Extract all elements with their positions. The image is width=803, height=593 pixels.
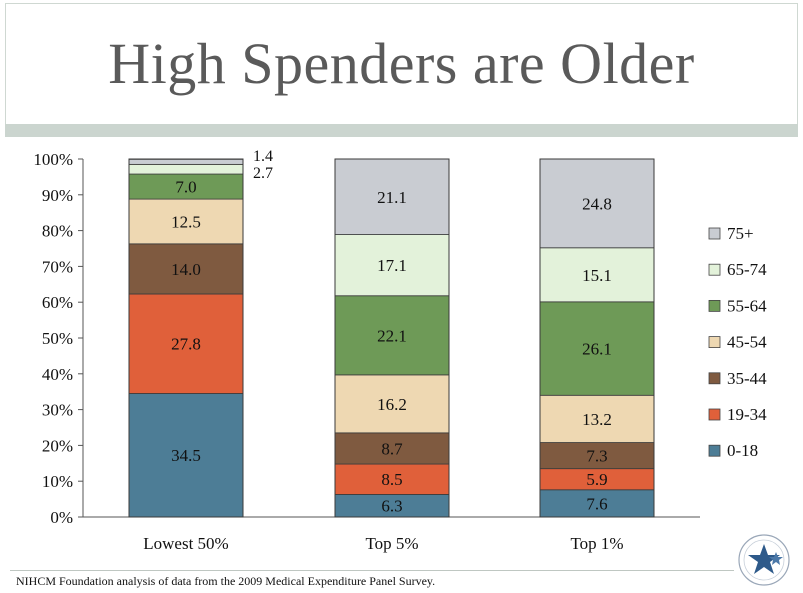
legend-swatch: [708, 444, 721, 457]
bar-segment: [539, 247, 655, 303]
data-label: 21.1: [377, 188, 407, 207]
bar-segment: [334, 374, 450, 434]
data-label: 27.8: [171, 335, 201, 354]
y-tick-label: 30%: [42, 401, 73, 420]
x-category-label: Top 5%: [365, 534, 418, 553]
legend-label: 75+: [727, 224, 754, 243]
data-label-outside: 1.4: [253, 148, 273, 165]
data-label: 34.5: [171, 446, 201, 465]
bar-segment: [128, 158, 244, 165]
data-label: 22.1: [377, 326, 407, 345]
data-label: 26.1: [582, 340, 612, 359]
y-tick-label: 50%: [42, 329, 73, 348]
legend-label: 35-44: [727, 369, 767, 388]
data-label: 16.2: [377, 395, 407, 414]
data-label: 24.8: [582, 194, 612, 213]
y-tick-label: 20%: [42, 436, 73, 455]
legend-label: 65-74: [727, 260, 767, 279]
data-label: 15.1: [582, 266, 612, 285]
bar-segment: [128, 198, 244, 245]
x-category-label: Lowest 50%: [143, 534, 228, 553]
y-tick-label: 10%: [42, 472, 73, 491]
y-tick-label: 0%: [50, 508, 73, 527]
bar-outline: [539, 158, 655, 518]
source-footnote: NIHCM Foundation analysis of data from t…: [10, 570, 734, 590]
nihcm-seal-icon: [738, 534, 790, 586]
data-label: 7.6: [586, 494, 607, 513]
legend-swatch: [708, 408, 721, 421]
data-label: 14.0: [171, 260, 201, 279]
y-tick-label: 60%: [42, 293, 73, 312]
bar-segment: [128, 173, 244, 200]
bar-segment: [539, 442, 655, 470]
bar-outline: [334, 158, 450, 518]
slide-title: High Spenders are Older: [108, 31, 695, 96]
data-label-outside: 2.7: [253, 165, 273, 182]
data-label: 8.5: [381, 470, 402, 489]
legend-swatch: [708, 227, 721, 240]
bar-segment: [539, 301, 655, 396]
legend-label: 19-34: [727, 405, 767, 424]
data-label: 17.1: [377, 256, 407, 275]
bar-segment: [128, 163, 244, 175]
bar-segment: [539, 489, 655, 518]
y-tick-label: 70%: [42, 257, 73, 276]
title-divider-bar: [5, 124, 798, 137]
y-tick-label: 100%: [33, 150, 73, 169]
bar-segment: [539, 158, 655, 249]
title-band: High Spenders are Older: [5, 3, 798, 124]
data-label: 5.9: [586, 470, 607, 489]
legend-label: 45-54: [727, 333, 767, 352]
legend-label: 55-64: [727, 296, 767, 315]
data-label: 6.3: [381, 497, 402, 516]
legend-label: 0-18: [727, 441, 758, 460]
data-label: 12.5: [171, 212, 201, 231]
y-tick-label: 90%: [42, 186, 73, 205]
x-category-label: Top 1%: [570, 534, 623, 553]
legend-swatch: [708, 372, 721, 385]
bar-segment: [128, 293, 244, 394]
y-tick-label: 80%: [42, 222, 73, 241]
data-label: 7.0: [175, 178, 196, 197]
data-label: 8.7: [381, 439, 403, 458]
data-label: 13.2: [582, 410, 612, 429]
bar-segment: [334, 432, 450, 465]
data-label: 7.3: [586, 447, 607, 466]
bar-segment: [334, 463, 450, 495]
legend-swatch: [708, 263, 721, 276]
bar-outline: [128, 158, 244, 518]
y-tick-label: 40%: [42, 365, 73, 384]
bar-segment: [334, 234, 450, 297]
legend-swatch: [708, 299, 721, 312]
legend-swatch: [708, 336, 721, 349]
bar-segment: [334, 295, 450, 376]
